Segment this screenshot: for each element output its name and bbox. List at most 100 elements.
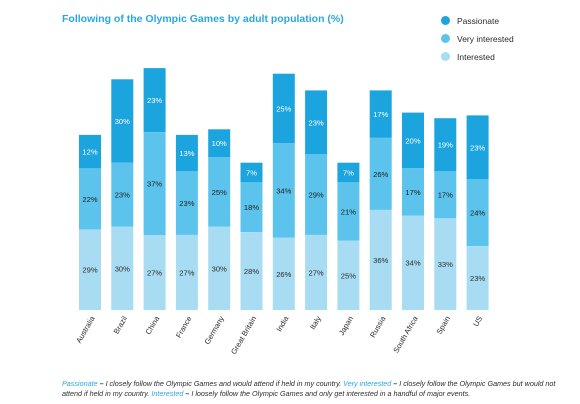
bar-segment-interested	[434, 218, 457, 310]
bar-segment-interested	[305, 234, 328, 310]
x-tick-label: Germany	[203, 314, 227, 346]
bar-segment-interested	[337, 240, 360, 310]
bar-segment-passionate	[143, 68, 166, 132]
chart-title: Following of the Olympic Games by adult …	[62, 13, 344, 25]
x-tick-label: Russia	[368, 314, 388, 339]
legend-label-passionate: Passionate	[457, 15, 500, 26]
data-label: 23%	[115, 191, 130, 200]
data-label: 30%	[115, 264, 130, 273]
bar-segment-very-interested	[402, 168, 424, 216]
bar-segment-passionate	[369, 90, 392, 138]
x-tick-label: India	[275, 314, 291, 333]
bar-group-italy: 27% 29% 23%	[305, 90, 328, 310]
data-label: 7%	[343, 168, 354, 177]
bar-segment-interested	[272, 237, 295, 310]
x-tick-label: China	[144, 314, 162, 336]
data-label: 37%	[147, 180, 162, 189]
data-label: 7%	[246, 168, 257, 177]
bar-segment-interested	[240, 232, 263, 310]
bar-segment-passionate	[175, 134, 198, 171]
bar-group-australia: 29% 22% 12%	[79, 134, 101, 310]
data-label: 29%	[308, 191, 323, 200]
data-label: 23%	[179, 199, 194, 208]
bar-group-great-britain: 28% 18% 7%	[240, 162, 263, 310]
data-label: 10%	[212, 139, 227, 148]
data-label: 36%	[373, 256, 388, 265]
bar-segment-very-interested	[466, 179, 489, 246]
legend-swatch-interested	[441, 52, 450, 61]
footnote-passionate-def: I closely follow the Olympic Games and w…	[105, 379, 342, 388]
x-tick-label: Great Britain	[229, 315, 258, 356]
bar-segment-interested	[175, 234, 198, 310]
bar-group-china: 27% 37% 23%	[143, 68, 166, 310]
data-label: 27%	[308, 269, 323, 278]
bar-segment-interested	[79, 229, 101, 310]
bar-segment-very-interested	[305, 154, 328, 235]
data-label: 17%	[373, 110, 388, 119]
data-label: 13%	[179, 149, 194, 158]
bar-segment-interested	[208, 226, 231, 310]
legend-swatch-very-interested	[441, 34, 450, 43]
bar-segment-very-interested	[143, 132, 166, 235]
bar-segment-passionate	[434, 118, 457, 171]
legend-label-very-interested: Very interested	[457, 33, 514, 44]
bar-segment-very-interested	[79, 168, 101, 230]
bar-group-russia: 36% 26% 17%	[369, 90, 392, 310]
bar-segment-very-interested	[240, 182, 263, 233]
data-label: 33%	[438, 260, 453, 269]
x-tick-label: Brazil	[112, 314, 129, 335]
x-tick-label: Australia	[74, 314, 97, 345]
data-label: 23%	[308, 118, 323, 127]
data-label: 25%	[276, 104, 291, 113]
data-label: 26%	[373, 170, 388, 179]
data-label: 30%	[115, 117, 130, 126]
legend-item-interested: Interested	[441, 48, 514, 65]
legend-item-very-interested: Very interested	[441, 30, 514, 47]
x-tick-label: South Africa	[391, 314, 420, 355]
legend-label-interested: Interested	[457, 51, 495, 62]
data-label: 25%	[341, 271, 356, 280]
bar-segment-very-interested	[272, 143, 295, 238]
bar-segment-very-interested	[369, 137, 392, 210]
bar-group-spain: 33% 17% 19%	[434, 118, 457, 310]
bar-segment-interested	[402, 215, 424, 310]
data-label: 12%	[82, 148, 97, 157]
bar-segment-passionate	[337, 162, 360, 183]
data-label: 27%	[147, 269, 162, 278]
x-tick-label: Spain	[435, 315, 453, 336]
bar-group-us: 23% 24% 23%	[466, 115, 489, 310]
data-label: 27%	[179, 269, 194, 278]
legend-item-passionate: Passionate	[441, 12, 514, 29]
footnote-interested-term: Interested	[151, 389, 184, 398]
x-tick-label: US	[471, 315, 484, 329]
data-label: 34%	[276, 187, 291, 196]
bar-group-france: 27% 23% 13%	[175, 134, 198, 310]
bar-segment-interested	[369, 209, 392, 310]
bar-segment-passionate	[79, 134, 101, 169]
bar-segment-passionate	[402, 112, 424, 169]
data-label: 34%	[405, 259, 420, 268]
legend: Passionate Very interested Interested	[441, 12, 514, 66]
footnote-separator: –	[185, 389, 190, 398]
data-label: 21%	[341, 207, 356, 216]
bar-segment-interested	[111, 226, 134, 310]
data-label: 20%	[405, 136, 420, 145]
bar-segment-very-interested	[434, 171, 457, 219]
footnote-separator: –	[99, 379, 104, 388]
bar-segment-interested	[466, 246, 489, 310]
data-label: 17%	[438, 191, 453, 200]
bar-segment-very-interested	[208, 157, 231, 227]
bar-segment-passionate	[305, 90, 328, 155]
bar-segment-interested	[143, 234, 166, 310]
bar-segment-passionate	[111, 79, 134, 163]
x-tick-label: France	[174, 315, 194, 340]
bar-segment-passionate	[208, 129, 231, 158]
data-label: 23%	[470, 274, 485, 283]
data-label: 29%	[82, 266, 97, 275]
bar-segment-passionate	[466, 115, 489, 180]
x-tick-label: Italy	[308, 314, 323, 331]
data-label: 23%	[147, 96, 162, 105]
data-label: 26%	[276, 270, 291, 279]
data-label: 24%	[470, 209, 485, 218]
data-label: 28%	[244, 267, 259, 276]
